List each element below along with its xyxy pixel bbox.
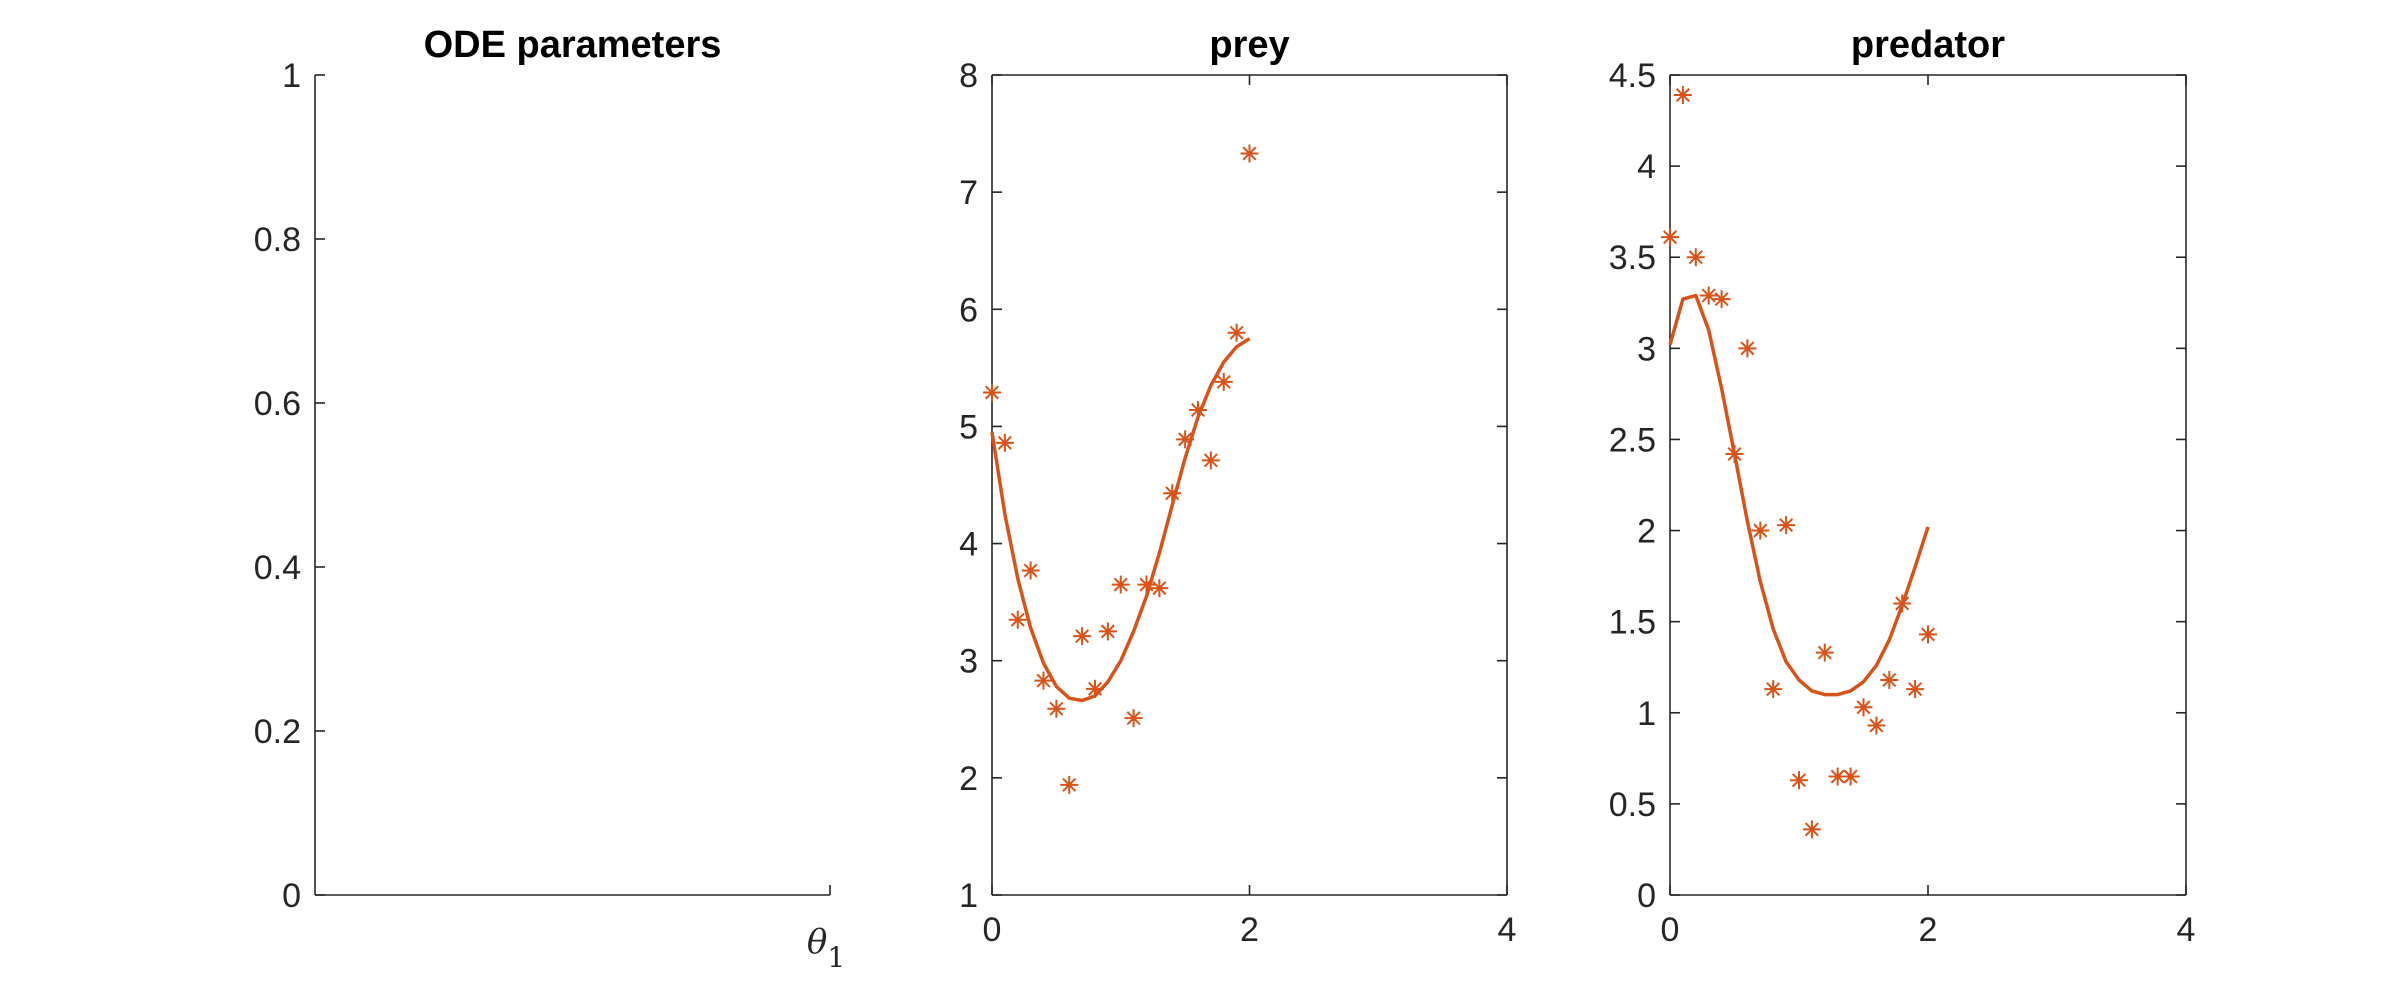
observation-point <box>1738 339 1757 358</box>
axes-title: predator <box>1851 24 2005 66</box>
y-tick-label: 4 <box>959 526 978 564</box>
observation-point <box>1137 575 1156 594</box>
observation-point <box>1034 671 1053 690</box>
observation-point <box>1060 775 1079 794</box>
observation-point <box>983 383 1001 402</box>
x-axis-label-subscript: 1 <box>827 941 845 974</box>
observation-point <box>1673 86 1692 105</box>
y-tick-label: 0 <box>282 877 301 915</box>
y-tick-label: 0.6 <box>254 385 301 423</box>
observation-point <box>1841 767 1860 786</box>
x-tick-label: 2 <box>1919 911 1938 949</box>
x-axis-label: θ1 <box>807 922 845 974</box>
observation-point <box>1201 451 1220 470</box>
axes-predator: predator 0 0.5 1 1.5 2 2.5 3 3.5 4 4.5 0 2 4 <box>1609 24 2196 949</box>
y-tick-label: 2 <box>1637 513 1656 551</box>
observation-point <box>1150 579 1169 598</box>
observation-point <box>1790 771 1808 790</box>
observation-point <box>1919 625 1937 644</box>
observation-point <box>1176 430 1195 449</box>
observation-point <box>1906 680 1925 699</box>
observation-point <box>1073 627 1092 646</box>
y-tick-label: 8 <box>959 57 978 95</box>
y-tick-label: 0 <box>1637 877 1656 915</box>
observation-point <box>1227 323 1246 342</box>
y-tick-label: 0.2 <box>254 713 301 751</box>
y-tick-label: 3 <box>959 643 978 681</box>
observation-point <box>1163 484 1182 503</box>
observation-point <box>1686 248 1705 267</box>
y-tick-label: 1 <box>1637 695 1656 733</box>
observation-point <box>1712 290 1731 309</box>
axes-title: ODE parameters <box>424 24 722 66</box>
y-tick-label: 7 <box>959 174 978 212</box>
x-tick-label: 4 <box>1498 911 1517 949</box>
observation-point <box>1240 144 1259 163</box>
y-tick-label: 2.5 <box>1609 421 1656 459</box>
y-tick-label: 4.5 <box>1609 57 1656 95</box>
observation-point <box>1802 820 1821 839</box>
observation-point <box>1751 521 1770 540</box>
observation-point <box>1189 401 1207 420</box>
observation-point <box>1725 445 1744 464</box>
observation-point <box>1815 643 1834 662</box>
x-tick-label: 0 <box>1661 911 1680 949</box>
y-tick-label: 2 <box>959 760 978 798</box>
observation-point <box>1777 516 1796 535</box>
observation-point <box>1764 680 1783 699</box>
fit-line <box>990 337 1251 703</box>
observation-point <box>1893 594 1912 613</box>
y-tick-label: 4 <box>1637 148 1656 186</box>
observation-point <box>1661 228 1679 247</box>
y-tick-label: 3 <box>1637 330 1656 368</box>
observation-point <box>1699 286 1718 305</box>
observation-point <box>1214 372 1233 391</box>
observation-point <box>1867 716 1886 735</box>
y-tick-label: 0.8 <box>254 221 301 259</box>
y-tick-label: 0.5 <box>1609 786 1656 824</box>
axes-title: prey <box>1209 24 1289 66</box>
y-tick-label: 0.4 <box>254 549 301 587</box>
observation-point <box>1098 622 1117 641</box>
x-tick-label: 2 <box>1240 911 1259 949</box>
observation-point <box>1111 575 1130 594</box>
x-axis-label-symbol: θ <box>807 922 827 962</box>
observation-point <box>1086 679 1104 698</box>
y-tick-label: 1.5 <box>1609 604 1656 642</box>
y-tick-label: 1 <box>282 57 301 95</box>
observation-point <box>1880 670 1899 689</box>
fit-line <box>1668 293 1930 697</box>
observation-point <box>995 433 1014 452</box>
x-tick-label: 4 <box>2177 911 2196 949</box>
y-tick-label: 5 <box>959 408 978 446</box>
x-tick-label: 0 <box>983 911 1002 949</box>
y-tick-label: 1 <box>959 877 978 915</box>
axes-prey: prey 1 2 3 4 5 6 7 8 0 2 4 <box>959 24 1516 949</box>
y-tick-label: 3.5 <box>1609 239 1656 277</box>
y-tick-label: 6 <box>959 291 978 329</box>
observation-point <box>1008 610 1027 629</box>
observation-point <box>1021 561 1040 580</box>
observation-point <box>1124 709 1143 728</box>
observation-point <box>1854 698 1873 717</box>
observation-point <box>1047 699 1066 718</box>
